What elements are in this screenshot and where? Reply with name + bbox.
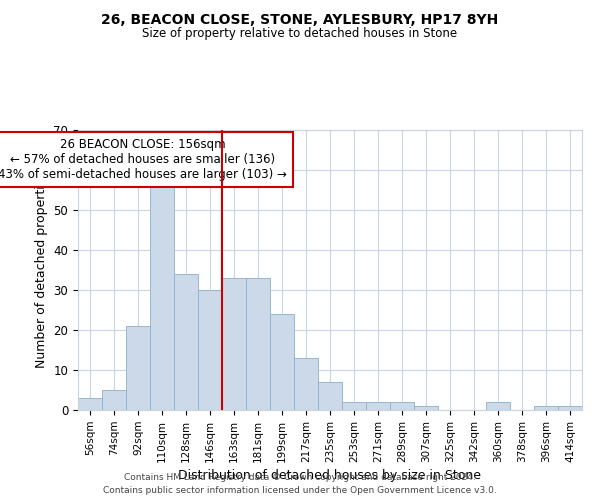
Bar (390, 402, 414, 410)
Bar (486, 402, 510, 410)
Bar (318, 382, 342, 410)
Bar (558, 406, 582, 410)
X-axis label: Distribution of detached houses by size in Stone: Distribution of detached houses by size … (179, 469, 482, 482)
Bar (150, 178, 174, 410)
Text: 26, BEACON CLOSE, STONE, AYLESBURY, HP17 8YH: 26, BEACON CLOSE, STONE, AYLESBURY, HP17… (101, 12, 499, 26)
Bar (102, 390, 126, 410)
Bar (270, 314, 294, 410)
Bar (126, 326, 150, 410)
Text: 26 BEACON CLOSE: 156sqm
← 57% of detached houses are smaller (136)
43% of semi-d: 26 BEACON CLOSE: 156sqm ← 57% of detache… (0, 138, 287, 181)
Bar (222, 278, 246, 410)
Bar (174, 274, 198, 410)
Text: Contains HM Land Registry data © Crown copyright and database right 2024.: Contains HM Land Registry data © Crown c… (124, 472, 476, 482)
Text: Size of property relative to detached houses in Stone: Size of property relative to detached ho… (142, 28, 458, 40)
Bar (534, 406, 558, 410)
Y-axis label: Number of detached properties: Number of detached properties (35, 172, 48, 368)
Bar (342, 402, 366, 410)
Bar (414, 406, 438, 410)
Text: Contains public sector information licensed under the Open Government Licence v3: Contains public sector information licen… (103, 486, 497, 495)
Bar (78, 398, 102, 410)
Bar (246, 278, 270, 410)
Bar (294, 358, 318, 410)
Bar (366, 402, 390, 410)
Bar (198, 290, 222, 410)
